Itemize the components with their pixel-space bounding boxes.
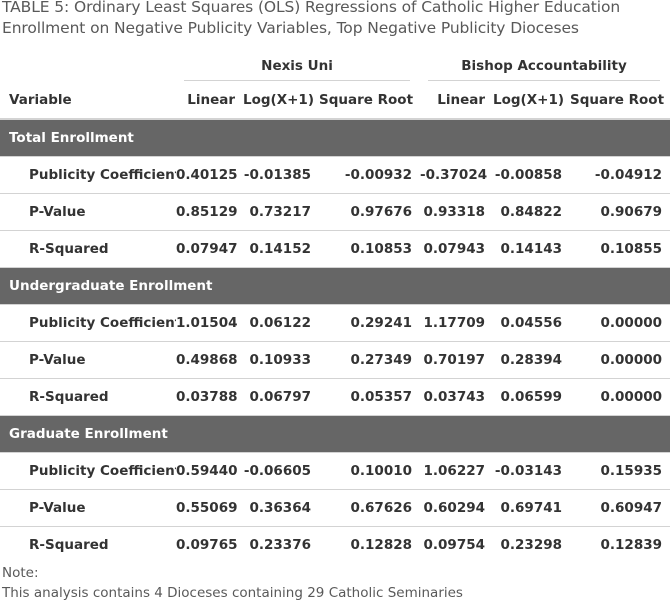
table-row: R-Squared 0.09765 0.23376 0.12828 0.09754 0.2… xyxy=(0,527,670,564)
table-row: Publicity Coefficient 0.59440 -0.06605 0.10… xyxy=(0,452,670,490)
spanner-row: Nexis Uni Bishop Accountability xyxy=(0,51,670,81)
spanner-empty xyxy=(0,51,176,81)
table-cell: 0.03788 xyxy=(176,378,243,416)
table-cell: 0.27349 xyxy=(319,341,421,379)
table-cell: 0.90679 xyxy=(570,193,670,231)
row-label: Publicity Coefficient xyxy=(0,452,176,490)
group-title: Total Enrollment xyxy=(0,119,670,157)
table-cell: -0.06605 xyxy=(243,452,319,490)
table-cell: 0.60294 xyxy=(420,489,494,527)
row-label: Publicity Coefficient xyxy=(0,156,176,194)
table-row: R-Squared 0.07947 0.14152 0.10853 0.07943 0.1… xyxy=(0,230,670,268)
column-header-square-root: Square Root xyxy=(319,81,421,120)
table-cell: -0.00858 xyxy=(493,156,571,194)
table-cell: 0.09765 xyxy=(176,537,238,553)
group-title: Graduate Enrollment xyxy=(0,415,670,453)
row-label: R-Squared xyxy=(0,378,176,416)
table-cell: 0.14152 xyxy=(243,230,319,268)
group-header-row: Undergraduate Enrollment xyxy=(0,267,670,305)
table-cell: 0.14143 xyxy=(493,230,571,268)
column-header-log: Log(X+1) xyxy=(243,81,319,120)
table-cell: 0.06122 xyxy=(243,304,319,342)
table-cell: 0.49868 xyxy=(176,341,243,379)
table-cell: 1.01504 xyxy=(176,304,243,342)
table-cell: 0.10855 xyxy=(570,230,670,268)
table-cell: 0.06797 xyxy=(243,378,319,416)
column-header-square-root: Square Root xyxy=(570,81,670,120)
note-text: This analysis contains 4 Dioceses contai… xyxy=(2,585,463,601)
table-header: Nexis Uni Bishop Accountability Variable… xyxy=(0,51,670,120)
table-cell: 0.59440 xyxy=(176,452,243,490)
table-cell: 0.10933 xyxy=(243,341,319,379)
table-cell: 1.17709 xyxy=(420,304,494,342)
table-cell: 0.69741 xyxy=(493,489,571,527)
table-cell: 0.00000 xyxy=(570,341,670,379)
table-cell: 0.93318 xyxy=(420,193,494,231)
column-header-log: Log(X+1) xyxy=(493,81,571,120)
table-caption: TABLE 5: Ordinary Least Squares (OLS) Re… xyxy=(2,0,621,37)
row-label: P-Value xyxy=(0,193,176,231)
table-cell: 0.04556 xyxy=(493,304,571,342)
table-cell: -0.00932 xyxy=(319,156,421,194)
column-header-linear: Linear xyxy=(176,81,243,120)
table-row: P-Value 0.55069 0.36364 0.67626 0.60294 0.697… xyxy=(0,489,670,527)
table-cell: 0.23376 xyxy=(249,537,312,553)
table-cell: 0.23298 xyxy=(500,537,563,553)
table-cell: 0.29241 xyxy=(319,304,421,342)
table-cell: 0.15935 xyxy=(570,452,670,490)
group-title: Undergraduate Enrollment xyxy=(0,267,670,305)
note-label: Note: xyxy=(2,565,39,581)
table-cell: -0.37024 xyxy=(420,156,494,194)
table-row: P-Value 0.85129 0.73217 0.97676 0.93318 0.848… xyxy=(0,193,670,231)
table-cell: 0.00000 xyxy=(570,304,670,342)
table-cell: 0.73217 xyxy=(243,193,319,231)
column-header-linear: Linear xyxy=(420,81,494,120)
table-note: Note: This analysis contains 4 Dioceses … xyxy=(2,563,668,603)
table-cell: 0.10010 xyxy=(319,452,421,490)
table-row: Publicity Coefficient 0.40125 -0.01385 -0.0… xyxy=(0,156,670,194)
table-cell: 0.00000 xyxy=(570,378,670,416)
table-cell: 0.60947 xyxy=(570,489,670,527)
table-cell: 0.85129 xyxy=(176,193,243,231)
table-cell: 0.10853 xyxy=(319,230,421,268)
table-cell: 1.06227 xyxy=(420,452,494,490)
row-label: P-Value xyxy=(0,489,176,527)
table-cell: 0.07943 xyxy=(420,230,494,268)
table-cell: 0.07947 xyxy=(176,230,243,268)
table-cell: -0.01385 xyxy=(243,156,319,194)
table-cell: -0.04912 xyxy=(570,156,670,194)
regression-table: Nexis Uni Bishop Accountability Variable… xyxy=(0,51,670,563)
column-header-row: Variable Linear Log(X+1) Square Root Lin… xyxy=(0,81,670,120)
spanner-nexis-uni: Nexis Uni xyxy=(176,51,420,81)
row-label: Publicity Coefficient xyxy=(0,304,176,342)
table-cell: 0.12828 xyxy=(350,537,413,553)
table-cell: 0.03743 xyxy=(420,378,494,416)
table-row: R-Squared 0.03788 0.06797 0.05357 0.03743 0.0… xyxy=(0,378,670,416)
table-cell: 0.40125 xyxy=(176,156,243,194)
spanner-bishop-accountability: Bishop Accountability xyxy=(420,51,670,81)
table-cell: 0.67626 xyxy=(319,489,421,527)
table-row: Publicity Coefficient 1.01504 0.06122 0.292… xyxy=(0,304,670,342)
table-cell: 0.84822 xyxy=(493,193,571,231)
table-cell: 0.70197 xyxy=(420,341,494,379)
group-header-row: Total Enrollment xyxy=(0,119,670,157)
table-row: P-Value 0.49868 0.10933 0.27349 0.70197 0.283… xyxy=(0,341,670,379)
table-cell: 0.97676 xyxy=(319,193,421,231)
column-header-variable: Variable xyxy=(0,81,176,120)
table-cell: 0.09754 xyxy=(423,537,486,553)
row-label: R-Squared xyxy=(29,537,109,553)
table-cell: 0.05357 xyxy=(319,378,421,416)
group-header-row: Graduate Enrollment xyxy=(0,415,670,453)
table-cell: 0.12839 xyxy=(600,537,663,553)
table-cell: 0.06599 xyxy=(493,378,571,416)
table-body: Total Enrollment Publicity Coefficient 0.4… xyxy=(0,119,670,563)
table-cell: 0.28394 xyxy=(493,341,571,379)
row-label: P-Value xyxy=(0,341,176,379)
table-cell: -0.03143 xyxy=(493,452,571,490)
row-label: R-Squared xyxy=(0,230,176,268)
table-cell: 0.36364 xyxy=(243,489,319,527)
table-cell: 0.55069 xyxy=(176,489,243,527)
